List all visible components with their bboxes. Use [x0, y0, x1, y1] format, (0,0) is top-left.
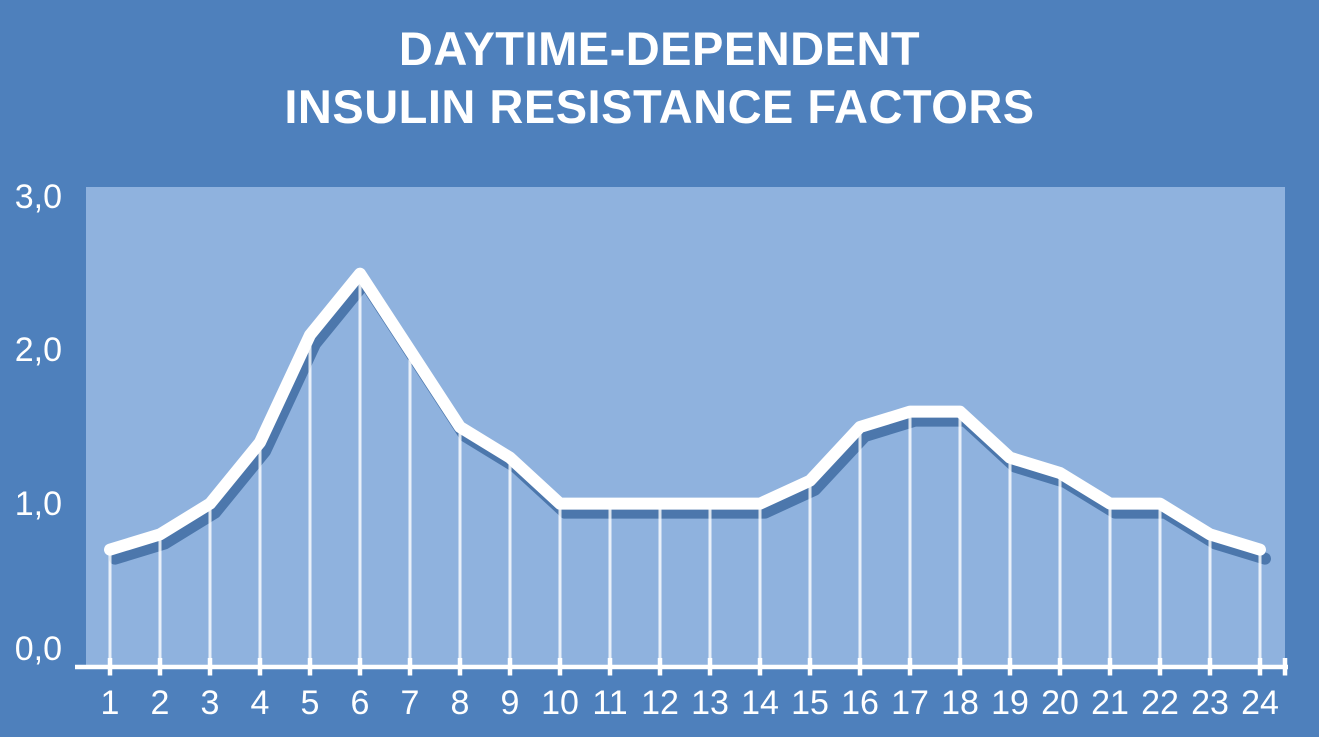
x-tick-label: 11: [592, 684, 628, 722]
x-tick-label: 10: [541, 684, 579, 722]
chart-title-line1: DAYTIME-DEPENDENT: [398, 22, 921, 75]
x-tick-label: 9: [500, 684, 520, 722]
x-tick-label: 4: [250, 684, 270, 722]
x-tick-label: 14: [741, 684, 779, 722]
x-tick-label: 8: [450, 684, 470, 722]
x-tick-label: 12: [641, 684, 679, 722]
plot-area: [86, 187, 1285, 665]
x-tick-label: 21: [1091, 684, 1129, 722]
y-tick-label: 2,0: [14, 331, 62, 370]
y-tick-label: 0,0: [14, 630, 62, 668]
x-tick-label: 1: [100, 684, 120, 722]
x-tick-label: 5: [300, 684, 320, 722]
chart-title: DAYTIME-DEPENDENT INSULIN RESISTANCE FAC…: [0, 20, 1319, 136]
x-tick-label: 6: [350, 684, 370, 722]
x-tick-label: 2: [150, 684, 170, 722]
y-tick-label: 1,0: [14, 484, 62, 523]
x-tick-label: 3: [200, 684, 220, 722]
x-tick-label: 13: [691, 684, 729, 722]
series-line: [104, 267, 1266, 556]
x-tick-label: 16: [841, 684, 879, 722]
x-tick-label: 20: [1041, 684, 1079, 722]
x-tick-label: 24: [1241, 684, 1279, 722]
x-tick-label: 7: [400, 684, 420, 722]
x-tick-label: 15: [791, 684, 829, 722]
y-tick-label: 3,0: [14, 178, 62, 216]
x-tick-label: 18: [941, 684, 979, 722]
x-tick-label: 19: [991, 684, 1029, 722]
x-tick-label: 22: [1141, 684, 1179, 722]
chart-title-line2: INSULIN RESISTANCE FACTORS: [284, 80, 1035, 133]
x-tick-label: 23: [1191, 684, 1229, 722]
x-tick-label: 17: [891, 684, 929, 722]
